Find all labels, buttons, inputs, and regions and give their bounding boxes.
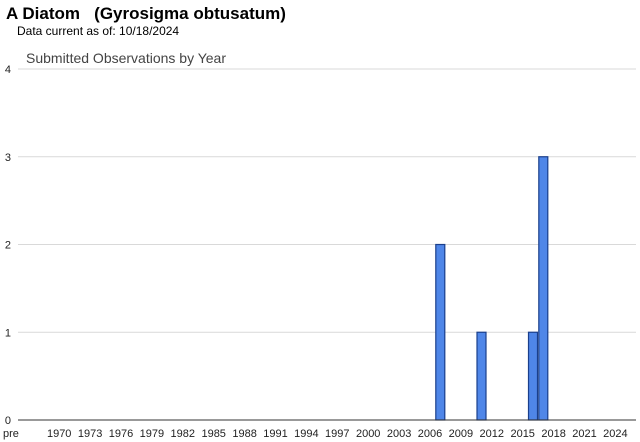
y-tick-label: 3 bbox=[5, 152, 11, 164]
x-tick-label: 1997 bbox=[325, 428, 349, 440]
y-tick-label: 1 bbox=[5, 327, 11, 339]
x-tick-label: pre bbox=[3, 428, 19, 440]
y-tick-label: 2 bbox=[5, 240, 11, 252]
x-tick-label: 1994 bbox=[294, 428, 318, 440]
page-title: A Diatom (Gyrosigma obtusatum) bbox=[6, 4, 286, 23]
x-tick-label: 2024 bbox=[603, 428, 627, 440]
x-tick-label: 1991 bbox=[263, 428, 287, 440]
x-tick-label: 2012 bbox=[480, 428, 504, 440]
x-tick-label: 1979 bbox=[140, 428, 164, 440]
x-axis-ticks: pre 1970 1973 1976 1979 1982 1985 1988 1991 1994 1… bbox=[3, 428, 628, 440]
x-tick-label: 1985 bbox=[201, 428, 225, 440]
bar-2016 bbox=[527, 331, 539, 421]
x-tick-label: 1973 bbox=[78, 428, 102, 440]
data-current-date: Data current as of: 10/18/2024 bbox=[17, 24, 180, 38]
x-tick-label: 1982 bbox=[171, 428, 195, 440]
bar-series bbox=[435, 156, 549, 421]
x-tick-label: 2006 bbox=[418, 428, 442, 440]
x-tick-label: 2021 bbox=[572, 428, 596, 440]
x-tick-label: 2015 bbox=[510, 428, 534, 440]
bar-2007 bbox=[435, 243, 446, 421]
x-tick-label: 2003 bbox=[387, 428, 411, 440]
x-tick-label: 2009 bbox=[449, 428, 473, 440]
bar-2017 bbox=[538, 156, 549, 421]
bar-2011 bbox=[476, 331, 487, 421]
x-tick-label: 1988 bbox=[232, 428, 256, 440]
y-tick-label: 0 bbox=[5, 415, 11, 427]
x-tick-label: 2018 bbox=[541, 428, 565, 440]
chart-title: Submitted Observations by Year bbox=[26, 50, 226, 66]
y-tick-label: 4 bbox=[5, 64, 11, 76]
y-axis-ticks: 0 1 2 3 4 bbox=[5, 64, 11, 427]
x-tick-label: 1970 bbox=[47, 428, 71, 440]
x-tick-label: 1976 bbox=[109, 428, 133, 440]
x-tick-label: 2000 bbox=[356, 428, 380, 440]
